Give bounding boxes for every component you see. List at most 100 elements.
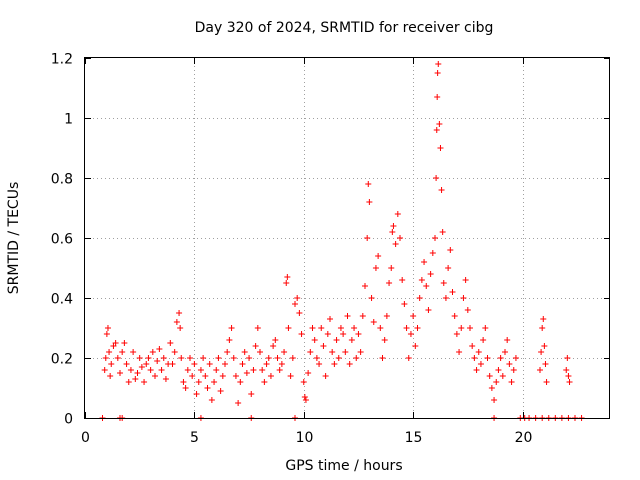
data-point <box>486 373 493 379</box>
data-point <box>202 373 209 379</box>
data-point <box>512 355 519 361</box>
x-tick-label: 0 <box>81 430 90 446</box>
data-point <box>566 379 573 385</box>
data-point <box>331 361 338 367</box>
data-point <box>173 319 180 325</box>
data-point <box>375 253 382 259</box>
data-point <box>272 337 279 343</box>
data-point <box>453 331 460 337</box>
data-point <box>156 346 163 352</box>
data-point <box>127 367 134 373</box>
data-point <box>439 229 446 235</box>
data-point <box>386 280 393 286</box>
data-point <box>563 367 570 373</box>
data-point <box>458 325 465 331</box>
x-tick-labels: 0 5 10 15 20 <box>81 430 532 446</box>
data-point <box>313 355 320 361</box>
data-point <box>324 331 331 337</box>
data-point <box>178 355 185 361</box>
data-point <box>267 373 274 379</box>
data-point <box>211 379 218 385</box>
data-point <box>149 349 156 355</box>
data-point <box>484 355 491 361</box>
data-point <box>252 343 259 349</box>
data-point <box>200 355 207 361</box>
y-tick-labels: 0 0.2 0.4 0.6 0.8 1 1.2 <box>51 52 73 428</box>
data-point <box>344 313 351 319</box>
data-point <box>488 385 495 391</box>
data-point <box>123 361 130 367</box>
data-point <box>427 271 434 277</box>
data-point <box>460 295 467 301</box>
data-point <box>423 283 430 289</box>
data-point <box>257 349 263 355</box>
data-point <box>434 70 441 76</box>
data-point <box>337 325 344 331</box>
data-point <box>403 325 410 331</box>
data-point <box>169 361 176 367</box>
data-point <box>195 379 202 385</box>
data-point <box>226 337 233 343</box>
data-point <box>346 361 353 367</box>
data-point <box>564 355 571 361</box>
data-point <box>285 325 292 331</box>
data-point <box>235 400 242 406</box>
data-point <box>182 385 189 391</box>
data-point <box>309 325 316 331</box>
data-point <box>389 229 396 235</box>
data-point <box>499 373 506 379</box>
data-point <box>121 340 128 346</box>
data-point <box>114 355 121 361</box>
data-point <box>506 361 513 367</box>
data-point <box>351 325 358 331</box>
data-point <box>193 391 200 397</box>
data-point <box>342 349 349 355</box>
data-point <box>287 373 294 379</box>
x-tick-label: 20 <box>515 430 533 446</box>
data-point <box>305 370 312 376</box>
x-tick-label: 15 <box>405 430 423 446</box>
data-point <box>104 325 111 331</box>
data-point <box>434 94 441 100</box>
chart-title: Day 320 of 2024, SRMTID for receiver cib… <box>195 20 494 36</box>
data-point <box>284 274 291 280</box>
data-point <box>250 367 257 373</box>
data-point <box>289 355 296 361</box>
data-point <box>333 337 340 343</box>
data-point <box>381 337 388 343</box>
data-point <box>217 388 224 394</box>
data-point <box>412 343 419 349</box>
data-point <box>119 349 126 355</box>
data-point <box>467 325 473 331</box>
data-point <box>102 355 109 361</box>
data-point <box>469 343 476 349</box>
data-point <box>206 361 213 367</box>
data-point <box>410 313 417 319</box>
data-point <box>101 367 108 373</box>
x-axis-label: GPS time / hours <box>285 458 402 474</box>
data-point <box>261 379 268 385</box>
data-point <box>416 295 423 301</box>
data-point <box>224 349 231 355</box>
data-point <box>435 61 442 67</box>
data-point <box>204 385 211 391</box>
data-point <box>298 331 305 337</box>
data-point <box>432 235 438 241</box>
data-point <box>283 280 290 286</box>
data-point <box>366 199 373 205</box>
data-point <box>335 355 342 361</box>
y-tick-label: 1.2 <box>51 52 73 68</box>
data-point <box>401 301 408 307</box>
data-point <box>311 337 318 343</box>
data-point <box>405 355 412 361</box>
data-point <box>241 349 248 355</box>
data-point <box>493 379 500 385</box>
data-point <box>451 313 458 319</box>
data-point <box>191 361 198 367</box>
grid-lines <box>85 58 610 418</box>
data-point <box>232 373 239 379</box>
data-point <box>388 265 395 271</box>
data-point <box>138 364 145 370</box>
data-point <box>134 370 141 376</box>
